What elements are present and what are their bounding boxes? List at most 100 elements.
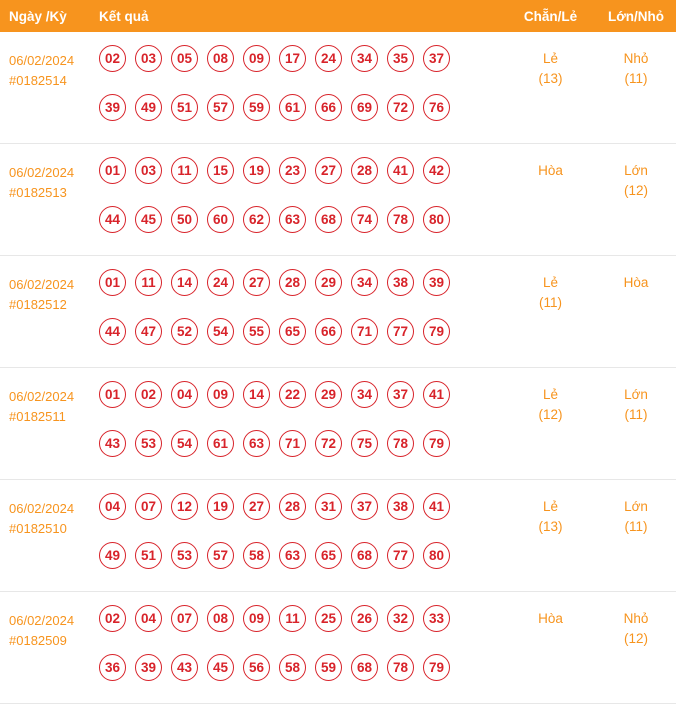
size-cell: Nhỏ (11) — [596, 45, 676, 121]
ball-line-2: 49 51 53 57 58 63 65 68 77 80 — [99, 542, 505, 569]
lottery-ball: 61 — [279, 94, 306, 121]
lottery-ball: 22 — [279, 381, 306, 408]
lottery-ball: 03 — [135, 157, 162, 184]
lottery-ball: 27 — [243, 493, 270, 520]
results-body: 06/02/2024 #0182514 02 03 05 08 09 17 24 34 35 37 39… — [0, 32, 676, 704]
parity-value: (11) — [538, 295, 562, 310]
lottery-ball: 44 — [99, 318, 126, 345]
lottery-ball: 79 — [423, 430, 450, 457]
lottery-ball: 76 — [423, 94, 450, 121]
lottery-ball: 42 — [423, 157, 450, 184]
lottery-ball: 77 — [387, 318, 414, 345]
lottery-ball: 04 — [171, 381, 198, 408]
lottery-ball: 34 — [351, 269, 378, 296]
lottery-ball: 08 — [207, 45, 234, 72]
lottery-ball: 09 — [207, 381, 234, 408]
ball-line-1: 01 03 11 15 19 23 27 28 41 42 — [99, 157, 505, 184]
result-numbers: 02 04 07 08 09 11 25 26 32 33 36 39 43 45 56 58 59 68 78 79 — [95, 605, 505, 681]
draw-date-cell: 06/02/2024 #0182514 — [0, 45, 95, 121]
size-value: Hòa — [623, 275, 649, 290]
lottery-ball: 25 — [315, 605, 342, 632]
ball-line-2: 36 39 43 45 56 58 59 68 78 79 — [99, 654, 505, 681]
draw-date: 06/02/2024 — [9, 501, 75, 516]
result-numbers: 01 03 11 15 19 23 27 28 41 42 44 45 50 60 62 63 68 74 78 80 — [95, 157, 505, 233]
parity-cell: Lẻ (13) — [505, 45, 596, 121]
lottery-ball: 09 — [243, 605, 270, 632]
ball-line-1: 02 03 05 08 09 17 24 34 35 37 — [99, 45, 505, 72]
lottery-ball: 37 — [423, 45, 450, 72]
lottery-ball: 47 — [135, 318, 162, 345]
ball-line-2: 43 53 54 61 63 71 72 75 78 79 — [99, 430, 505, 457]
lottery-ball: 37 — [387, 381, 414, 408]
result-numbers: 02 03 05 08 09 17 24 34 35 37 39 49 51 57 59 61 66 69 72 76 — [95, 45, 505, 121]
lottery-ball: 80 — [423, 542, 450, 569]
lottery-ball: 38 — [387, 269, 414, 296]
parity-value: (12) — [538, 407, 563, 422]
size-cell: Hòa — [596, 269, 676, 345]
ball-line-2: 39 49 51 57 59 61 66 69 72 76 — [99, 94, 505, 121]
lottery-ball: 54 — [207, 318, 234, 345]
result-numbers: 04 07 12 19 27 28 31 37 38 41 49 51 53 57 58 63 65 68 77 80 — [95, 493, 505, 569]
lottery-ball: 36 — [99, 654, 126, 681]
lottery-ball: 57 — [207, 94, 234, 121]
result-row: 06/02/2024 #0182514 02 03 05 08 09 17 24 34 35 37 39… — [0, 32, 676, 144]
lottery-ball: 11 — [135, 269, 162, 296]
draw-id: #0182513 — [9, 185, 67, 200]
lottery-ball: 28 — [279, 493, 306, 520]
header-parity-column: Chẵn/Lẻ — [523, 8, 578, 24]
lottery-ball: 63 — [279, 206, 306, 233]
lottery-ball: 31 — [315, 493, 342, 520]
size-cell: Lớn (11) — [596, 381, 676, 457]
lottery-ball: 08 — [207, 605, 234, 632]
lottery-ball: 51 — [171, 94, 198, 121]
parity-value: Lẻ — [542, 387, 559, 402]
lottery-ball: 43 — [99, 430, 126, 457]
lottery-ball: 65 — [315, 542, 342, 569]
lottery-ball: 09 — [243, 45, 270, 72]
size-value: Lớn — [624, 163, 648, 178]
lottery-ball: 01 — [99, 269, 126, 296]
lottery-ball: 60 — [207, 206, 234, 233]
draw-date-cell: 06/02/2024 #0182510 — [0, 493, 95, 569]
parity-value: (13) — [538, 519, 563, 534]
lottery-ball: 65 — [279, 318, 306, 345]
lottery-ball: 41 — [423, 381, 450, 408]
ball-line-1: 01 11 14 24 27 28 29 34 38 39 — [99, 269, 505, 296]
draw-date-cell: 06/02/2024 #0182512 — [0, 269, 95, 345]
lottery-ball: 57 — [207, 542, 234, 569]
size-value: (12) — [623, 631, 648, 646]
lottery-ball: 26 — [351, 605, 378, 632]
lottery-ball: 79 — [423, 654, 450, 681]
lottery-ball: 01 — [99, 381, 126, 408]
size-value: (11) — [624, 71, 648, 86]
lottery-ball: 45 — [135, 206, 162, 233]
lottery-ball: 79 — [423, 318, 450, 345]
result-row: 06/02/2024 #0182510 04 07 12 19 27 28 31 37 38 41 49… — [0, 480, 676, 592]
ball-line-2: 44 45 50 60 62 63 68 74 78 80 — [99, 206, 505, 233]
ball-line-1: 02 04 07 08 09 11 25 26 32 33 — [99, 605, 505, 632]
lottery-ball: 11 — [171, 157, 198, 184]
parity-cell: Lẻ (13) — [505, 493, 596, 569]
size-value: Nhỏ — [623, 611, 649, 626]
lottery-ball: 03 — [135, 45, 162, 72]
lottery-ball: 23 — [279, 157, 306, 184]
lottery-ball: 15 — [207, 157, 234, 184]
lottery-ball: 04 — [99, 493, 126, 520]
lottery-ball: 53 — [135, 430, 162, 457]
draw-date: 06/02/2024 — [9, 165, 75, 180]
header-result-column: Kết quả — [99, 8, 149, 24]
lottery-ball: 49 — [135, 94, 162, 121]
draw-date-cell: 06/02/2024 #0182511 — [0, 381, 95, 457]
size-value: Nhỏ — [623, 51, 649, 66]
draw-id: #0182511 — [9, 409, 66, 424]
lottery-ball: 41 — [387, 157, 414, 184]
lottery-ball: 59 — [243, 94, 270, 121]
lottery-ball: 71 — [351, 318, 378, 345]
lottery-ball: 69 — [351, 94, 378, 121]
lottery-ball: 27 — [315, 157, 342, 184]
lottery-ball: 78 — [387, 206, 414, 233]
draw-date: 06/02/2024 — [9, 389, 75, 404]
draw-id: #0182509 — [9, 633, 67, 648]
lottery-ball: 59 — [315, 654, 342, 681]
